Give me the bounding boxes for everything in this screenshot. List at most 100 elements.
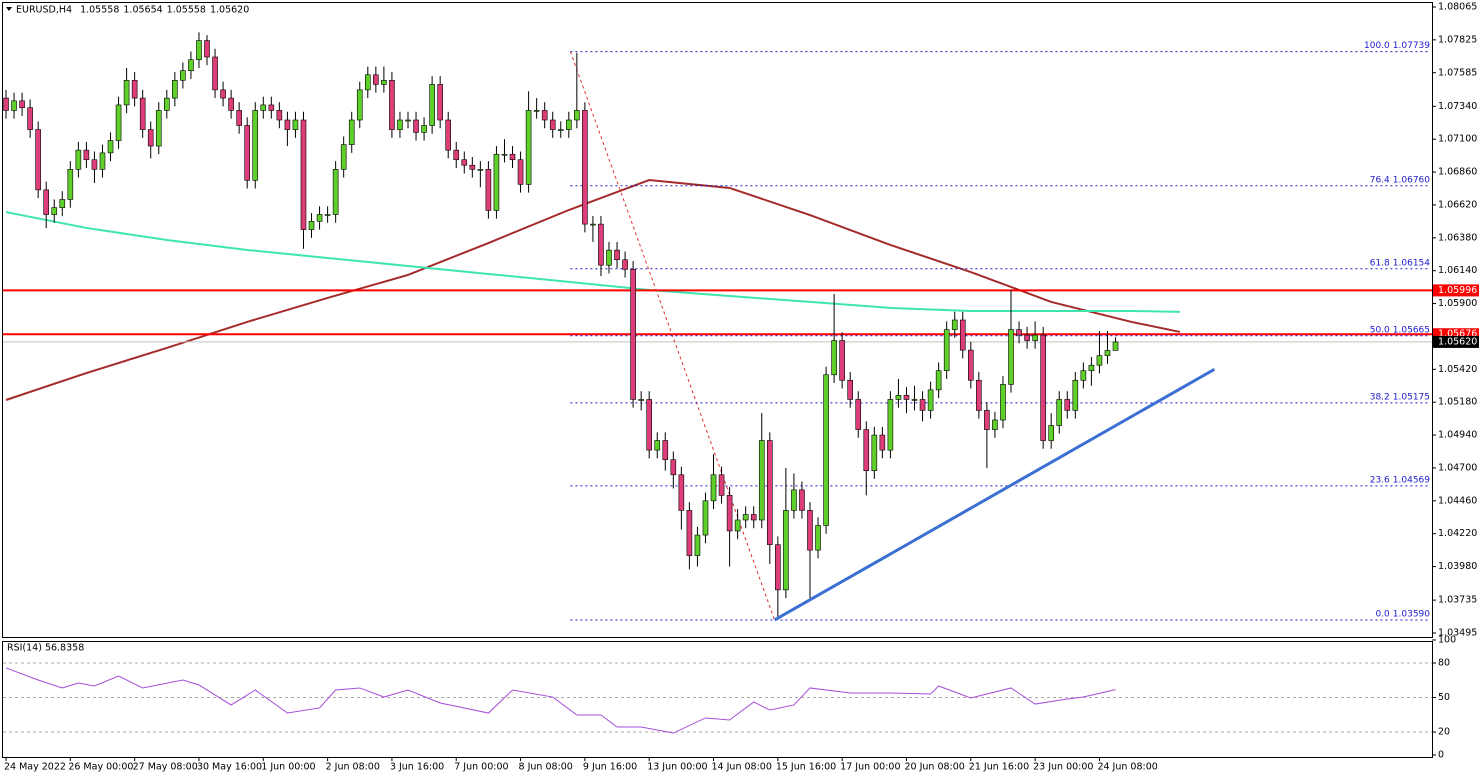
candle-body xyxy=(236,110,242,126)
candle-body xyxy=(799,489,805,511)
last-price-tag: 1.05620 xyxy=(1438,336,1477,347)
candle-body xyxy=(59,199,66,208)
candle-body xyxy=(308,221,315,230)
level-tag: 1.05996 xyxy=(1438,285,1477,296)
candle-body xyxy=(984,410,990,430)
candle-body xyxy=(598,223,604,266)
candle-body xyxy=(389,79,395,130)
candle-body xyxy=(630,269,636,400)
main-panel xyxy=(2,2,1433,638)
fib-price: 1.06154 xyxy=(1393,258,1430,268)
candle-body xyxy=(131,79,138,99)
candle-body xyxy=(758,440,765,521)
candle-body xyxy=(670,459,677,476)
y-tick-label: 1.07825 xyxy=(1438,34,1477,45)
candle-body xyxy=(300,119,307,230)
y-tick-label: 1.05180 xyxy=(1438,397,1477,408)
fib-price: 1.03590 xyxy=(1393,609,1430,619)
rsi-panel xyxy=(2,641,1433,758)
y-tick-label: 1.03495 xyxy=(1438,628,1477,639)
y-tick-label: 1.06140 xyxy=(1438,265,1477,276)
candle-body xyxy=(951,319,958,330)
candle-body xyxy=(75,149,82,170)
candle-body xyxy=(364,74,371,91)
x-tick-label: 2 Jun 08:00 xyxy=(326,762,380,773)
candle-body xyxy=(172,79,178,99)
candle-body xyxy=(734,519,741,532)
candle-body xyxy=(1032,334,1038,341)
rsi-tick-label: 20 xyxy=(1438,727,1450,738)
candle-body xyxy=(919,399,926,411)
candle-body xyxy=(107,140,114,154)
candle-body xyxy=(574,110,580,121)
rsi-title: RSI(14) 56.8358 xyxy=(7,643,84,654)
y-tick-label: 1.05420 xyxy=(1438,364,1477,375)
candle-body xyxy=(292,119,299,130)
candle-body xyxy=(445,119,452,151)
fib-level-label: 50.0 xyxy=(1370,325,1390,335)
candle-body xyxy=(501,153,508,156)
fib-level-label: 61.8 xyxy=(1370,258,1390,268)
x-tick-label: 1 Jun 00:00 xyxy=(261,762,315,773)
candle-body xyxy=(164,97,170,111)
candle-body xyxy=(437,84,443,121)
candle-body xyxy=(750,514,757,521)
candle-body xyxy=(397,119,403,130)
candle-body xyxy=(831,340,837,376)
candle-body xyxy=(27,107,33,130)
candle-body xyxy=(533,110,540,112)
y-tick-label: 1.04460 xyxy=(1438,495,1477,506)
candle-body xyxy=(959,319,966,351)
candle-body xyxy=(155,110,162,147)
x-tick-label: 30 May 16:00 xyxy=(197,762,262,773)
rsi-tick-label: 0 xyxy=(1438,750,1444,761)
candle-body xyxy=(718,474,725,496)
candle-body xyxy=(855,399,862,430)
candle-body xyxy=(686,510,693,556)
candle-body xyxy=(123,79,130,106)
candle-body xyxy=(943,329,950,371)
fib-level-label: 76.4 xyxy=(1370,175,1390,185)
candle-body xyxy=(549,119,556,130)
candle-body xyxy=(1040,334,1046,441)
candle-body xyxy=(622,259,628,270)
candle-body xyxy=(429,84,435,126)
candle-body xyxy=(1056,399,1063,426)
candle-body xyxy=(967,349,974,381)
candle-body xyxy=(557,129,564,131)
candle-body xyxy=(260,104,267,111)
x-tick-label: 3 Jun 16:00 xyxy=(390,762,444,773)
candle-body xyxy=(373,74,379,85)
candle-body xyxy=(83,149,90,161)
y-tick-label: 1.07100 xyxy=(1438,134,1477,145)
candle-body xyxy=(421,125,427,133)
x-tick-label: 21 Jun 16:00 xyxy=(969,762,1029,773)
candle-body xyxy=(43,189,50,215)
fib-price: 1.04569 xyxy=(1393,475,1430,485)
candle-body xyxy=(316,214,323,222)
candle-body xyxy=(19,100,25,108)
y-tick-label: 1.08065 xyxy=(1438,2,1477,13)
candle-body xyxy=(453,149,460,161)
candle-body xyxy=(614,249,620,261)
x-tick-label: 13 Jun 00:00 xyxy=(647,762,707,773)
y-tick-label: 1.07340 xyxy=(1438,101,1477,112)
candle-body xyxy=(413,119,419,133)
candle-body xyxy=(196,40,202,61)
candle-body xyxy=(646,399,653,451)
candle-body xyxy=(839,340,845,381)
candle-body xyxy=(1104,350,1111,356)
candle-body xyxy=(895,395,902,400)
candle-body xyxy=(252,110,259,181)
candle-body xyxy=(356,89,363,121)
menu-arrow[interactable] xyxy=(6,7,12,11)
candle-body xyxy=(276,110,283,121)
candle-body xyxy=(509,153,516,161)
candle-body xyxy=(590,223,596,226)
candle-body xyxy=(477,169,484,171)
candle-body xyxy=(485,169,492,211)
x-tick-label: 17 Jun 00:00 xyxy=(840,762,900,773)
candle-body xyxy=(638,399,644,401)
y-tick-label: 1.07585 xyxy=(1438,67,1477,78)
candle-body xyxy=(565,119,572,130)
